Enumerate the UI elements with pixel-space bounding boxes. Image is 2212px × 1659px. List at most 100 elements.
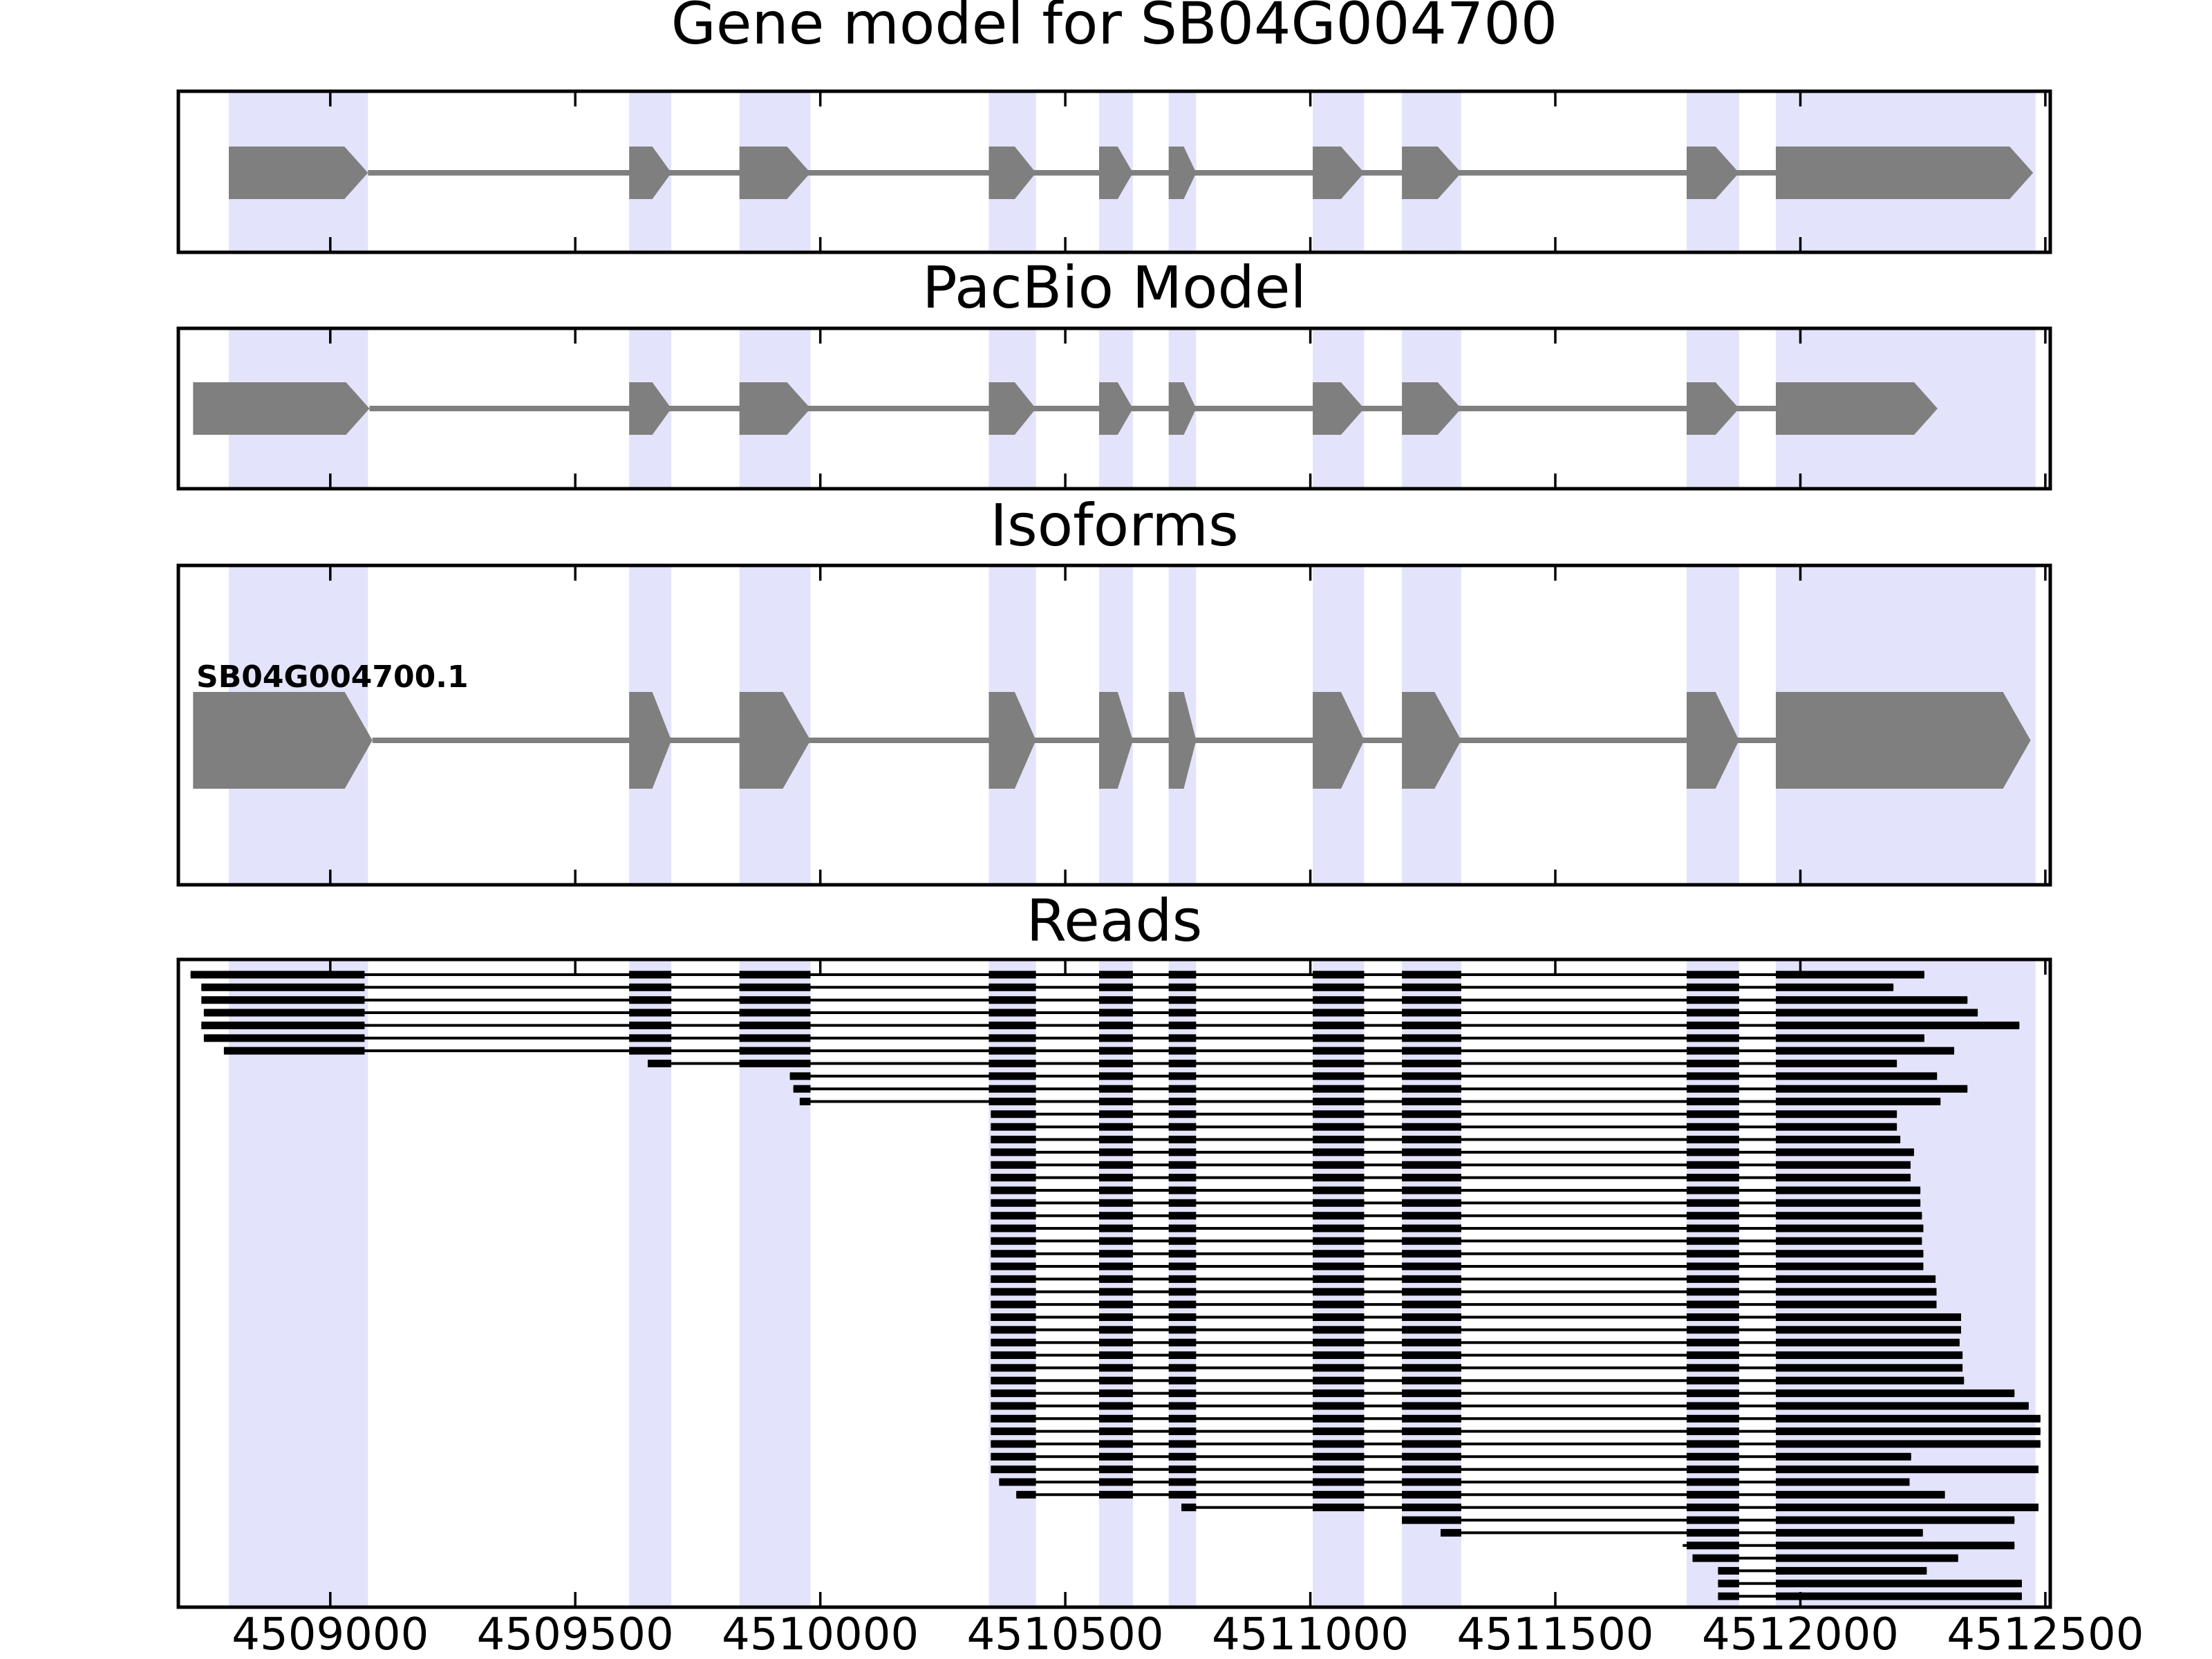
read	[223, 1047, 1955, 1055]
read	[991, 1351, 1963, 1359]
panel-title-reads: Reads	[1026, 887, 1203, 955]
read	[991, 1414, 2041, 1423]
read	[991, 1174, 1911, 1182]
read	[991, 1224, 1924, 1232]
read	[203, 1009, 1978, 1017]
highlight-band	[988, 959, 1036, 1607]
exon	[1168, 382, 1197, 435]
exon	[1402, 382, 1461, 435]
x-tick-label-4512000: 4512000	[1701, 1609, 1900, 1659]
read	[1441, 1528, 1923, 1537]
read	[991, 1212, 1922, 1220]
panel-title-pacbio-model: PacBio Model	[922, 254, 1306, 321]
read	[201, 996, 1968, 1004]
read	[793, 1085, 1968, 1093]
exon	[193, 382, 370, 435]
exon	[1776, 382, 1938, 435]
read	[789, 1072, 1938, 1080]
read	[991, 1338, 1960, 1347]
highlight-band	[739, 959, 811, 1607]
read	[799, 1098, 1941, 1105]
read	[991, 1199, 1921, 1207]
exon	[1687, 692, 1739, 789]
read	[991, 1148, 1914, 1156]
read	[991, 1465, 2038, 1474]
exon	[1402, 147, 1461, 199]
panel-border	[176, 957, 2052, 1609]
highlight-band	[1168, 959, 1197, 1607]
exon	[629, 147, 672, 199]
highlight-band	[1687, 959, 1739, 1607]
read	[1181, 1503, 2038, 1512]
exon	[1776, 147, 2034, 199]
x-tick-label-4510500: 4510500	[966, 1609, 1164, 1659]
exon	[629, 692, 672, 789]
exon	[1402, 692, 1461, 789]
exon	[1099, 382, 1133, 435]
exon	[1099, 692, 1133, 789]
exon	[229, 147, 368, 199]
panel-border	[176, 89, 2052, 254]
isoform-label: SB04G004700.1	[196, 659, 469, 695]
x-tick-label-4511000: 4511000	[1212, 1609, 1409, 1659]
exon	[739, 692, 811, 789]
exon	[1099, 147, 1133, 199]
read	[1402, 1516, 2015, 1524]
read	[991, 1313, 1961, 1321]
read	[201, 1021, 2020, 1029]
highlight-band	[1402, 959, 1461, 1607]
read	[991, 1136, 1901, 1143]
read	[991, 1452, 1911, 1461]
read	[991, 1326, 1961, 1334]
read	[203, 1034, 1924, 1042]
exon	[739, 382, 811, 435]
x-tick-label-4510000: 4510000	[722, 1609, 919, 1659]
read	[991, 1262, 1924, 1271]
panel-border	[176, 326, 2052, 491]
panel-title-isoforms: Isoforms	[990, 491, 1239, 559]
read	[991, 1123, 1897, 1131]
read	[1718, 1592, 2022, 1600]
exon	[988, 147, 1036, 199]
highlight-band	[229, 959, 368, 1607]
read	[991, 1110, 1897, 1118]
read	[648, 1060, 1897, 1067]
panel-border	[176, 563, 2052, 887]
read	[991, 1161, 1911, 1169]
exon	[1313, 382, 1365, 435]
highlight-band	[629, 959, 672, 1607]
exon	[1313, 692, 1365, 789]
exon	[1168, 692, 1197, 789]
exon	[739, 147, 811, 199]
highlight-band	[1313, 959, 1365, 1607]
exon	[988, 692, 1036, 789]
read	[1016, 1490, 1945, 1499]
read	[991, 1389, 2015, 1398]
x-tick-label-4512500: 4512500	[1947, 1609, 2144, 1659]
read	[991, 1237, 1922, 1245]
read	[991, 1275, 1936, 1283]
x-tick-label-4511500: 4511500	[1456, 1609, 1654, 1659]
exon	[1776, 692, 2031, 789]
read	[1683, 1541, 2015, 1550]
read	[991, 1186, 1921, 1194]
x-tick-label-4509500: 4509500	[476, 1609, 674, 1659]
exon	[1168, 147, 1197, 199]
read	[991, 1300, 1937, 1309]
exon	[193, 692, 373, 789]
highlight-band	[1099, 959, 1133, 1607]
exon	[988, 382, 1036, 435]
x-tick-label-4509000: 4509000	[232, 1609, 429, 1659]
read	[190, 971, 1924, 979]
read	[999, 1478, 1910, 1486]
read	[991, 1402, 2029, 1410]
read	[201, 983, 1894, 991]
read	[1718, 1566, 1927, 1575]
read	[991, 1364, 1963, 1372]
exon	[629, 382, 672, 435]
read	[991, 1250, 1924, 1258]
read	[1718, 1580, 2022, 1588]
read	[991, 1288, 1937, 1296]
highlight-band	[1776, 959, 2036, 1607]
